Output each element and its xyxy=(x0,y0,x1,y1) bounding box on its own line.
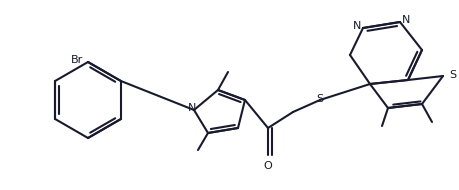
Text: N: N xyxy=(353,21,361,31)
Text: S: S xyxy=(316,94,324,104)
Text: N: N xyxy=(188,103,196,113)
Text: N: N xyxy=(402,15,410,25)
Text: Br: Br xyxy=(71,55,83,65)
Text: O: O xyxy=(263,161,272,171)
Text: S: S xyxy=(449,70,456,80)
